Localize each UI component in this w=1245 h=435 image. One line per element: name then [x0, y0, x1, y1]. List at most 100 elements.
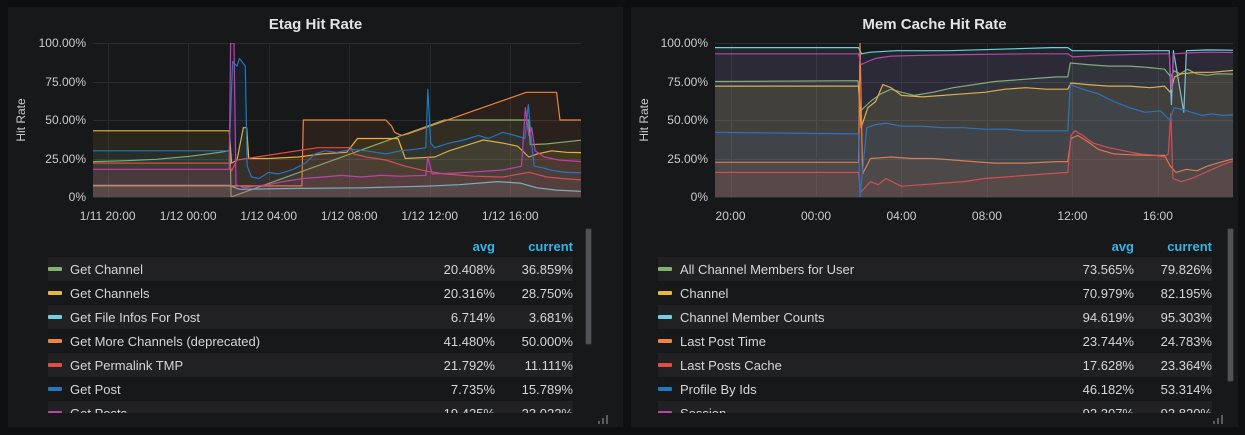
panel-resize-grip[interactable] — [598, 414, 611, 424]
series-current-value: 28.750% — [521, 285, 573, 301]
y-tick-label: 25.00% — [667, 151, 708, 166]
gridline-vertical — [1158, 43, 1159, 197]
series-color-swatch — [48, 363, 62, 367]
series-color-swatch — [658, 411, 672, 413]
series-color-swatch — [658, 363, 672, 367]
series-current-value: 24.783% — [1160, 333, 1212, 349]
legend-scrollbar-thumb[interactable] — [1227, 228, 1234, 382]
series-area-channel-member-counts — [715, 47, 1233, 197]
y-tick-label: 75.00% — [45, 74, 86, 89]
series-color-swatch — [658, 291, 672, 295]
x-tick-label: 12:00 — [1057, 209, 1088, 223]
panel-title[interactable]: Etag Hit Rate — [268, 16, 363, 33]
series-current-value: 95.303% — [1160, 309, 1212, 325]
series-avg-value: 94.619% — [1082, 309, 1134, 325]
panel-title[interactable]: Mem Cache Hit Rate — [862, 16, 1007, 33]
series-avg-value: 23.744% — [1082, 333, 1134, 349]
chart-series-canvas — [93, 43, 581, 197]
chart-series-canvas — [715, 43, 1233, 197]
series-color-swatch — [658, 339, 672, 343]
gridline-vertical — [987, 43, 988, 197]
series-current-value: 79.826% — [1160, 261, 1212, 277]
series-area-profile-by-ids — [715, 84, 1233, 197]
legend-row: Get Posts 19.425% 23.022% — [48, 401, 573, 413]
series-area-get-more-channels-deprecated- — [93, 92, 581, 197]
gridline-horizontal — [715, 197, 1233, 198]
series-current-value: 15.789% — [521, 381, 573, 397]
series-current-value: 3.681% — [528, 309, 573, 325]
gridline-horizontal — [715, 120, 1233, 121]
legend-scrollbar-thumb[interactable] — [585, 228, 592, 345]
series-current-value: 36.859% — [521, 261, 573, 277]
series-line-all-channel-members-for-user — [715, 62, 1233, 112]
series-label[interactable]: Profile By Ids — [680, 381, 757, 397]
series-label[interactable]: Last Post Time — [680, 333, 766, 349]
series-area-get-permalink-tmp — [93, 147, 581, 197]
legend-row: Channel 70.979% 82.195% — [658, 281, 1212, 305]
legend-col-avg[interactable]: avg — [1111, 238, 1134, 254]
series-line-get-permalink-tmp — [93, 147, 581, 181]
series-line-get-posts — [93, 43, 581, 189]
series-label[interactable]: Get More Channels (deprecated) — [70, 333, 261, 349]
y-tick-label: 100.00% — [660, 36, 708, 50]
series-label[interactable]: Channel Member Counts — [680, 309, 825, 325]
x-tick-label: 1/12 16:00 — [481, 209, 539, 223]
series-line-get-file-infos-for-post — [93, 181, 581, 192]
series-area-last-post-time — [715, 43, 1233, 197]
series-avg-value: 41.480% — [443, 333, 495, 349]
series-avg-value: 7.735% — [450, 381, 495, 397]
series-line-get-channels — [93, 127, 581, 164]
legend-header-spacer — [48, 244, 62, 248]
legend-header: avg current — [48, 235, 573, 257]
panel-resize-grip[interactable] — [1213, 414, 1226, 424]
chart-plot[interactable] — [93, 43, 581, 198]
legend-header: avg current — [658, 235, 1212, 257]
gridline-vertical — [430, 43, 431, 197]
series-color-swatch — [48, 387, 62, 391]
gridline-horizontal — [715, 159, 1233, 160]
series-label[interactable]: Get Channel — [70, 261, 143, 277]
legend-table: avg current All Channel Members for User… — [631, 235, 1238, 413]
gridline-vertical — [816, 43, 817, 197]
legend-rows: Get Channel 20.408% 36.859% Get Channels 20.… — [48, 257, 573, 413]
legend-row: Profile By Ids 46.182% 53.314% — [658, 377, 1212, 401]
panel-mem-cache-hit-rate: Mem Cache Hit Rate Hit Rate 100.00% 75.00… — [631, 7, 1238, 427]
y-tick-label: 50.00% — [667, 113, 708, 127]
x-tick-label: 1/12 08:00 — [320, 209, 378, 223]
series-avg-value: 20.316% — [443, 285, 495, 301]
series-avg-value: 17.628% — [1082, 357, 1134, 373]
series-current-value: 93.820% — [1160, 405, 1212, 414]
gridline-vertical — [108, 43, 109, 197]
series-current-value: 53.314% — [1160, 381, 1212, 397]
gridline-horizontal — [715, 43, 1233, 44]
gridline-vertical — [1072, 43, 1073, 197]
legend-col-current[interactable]: current — [1167, 238, 1212, 254]
legend-row: Get Permalink TMP 21.792% 11.111% — [48, 353, 573, 377]
series-area-get-channel — [93, 120, 581, 197]
series-label[interactable]: Last Posts Cache — [680, 357, 782, 373]
series-color-swatch — [658, 387, 672, 391]
chart-plot[interactable] — [715, 43, 1233, 198]
series-label[interactable]: Get Post — [70, 381, 121, 397]
legend-row: All Channel Members for User 73.565% 79.82… — [658, 257, 1212, 281]
series-label[interactable]: Get Posts — [70, 405, 128, 414]
series-label[interactable]: Get Permalink TMP — [70, 357, 184, 373]
series-label[interactable]: Get File Infos For Post — [70, 309, 201, 325]
legend-col-current[interactable]: current — [528, 238, 573, 254]
y-tick-label: 0% — [690, 190, 708, 204]
x-tick-label: 16:00 — [1142, 209, 1173, 223]
series-label[interactable]: Get Channels — [70, 285, 150, 301]
gridline-vertical — [269, 43, 270, 197]
series-label[interactable]: Session — [680, 405, 727, 414]
series-label[interactable]: Channel — [680, 285, 729, 301]
series-area-session — [715, 52, 1233, 197]
series-label[interactable]: All Channel Members for User — [680, 261, 855, 277]
series-current-value: 23.364% — [1160, 357, 1212, 373]
y-tick-label: 75.00% — [667, 74, 708, 89]
series-color-swatch — [48, 315, 62, 319]
legend-col-avg[interactable]: avg — [472, 238, 495, 254]
series-line-get-post — [93, 57, 581, 180]
gridline-horizontal — [93, 82, 581, 83]
legend-row: Get More Channels (deprecated) 41.480% 50.… — [48, 329, 573, 353]
legend-row: Get Channel 20.408% 36.859% — [48, 257, 573, 281]
